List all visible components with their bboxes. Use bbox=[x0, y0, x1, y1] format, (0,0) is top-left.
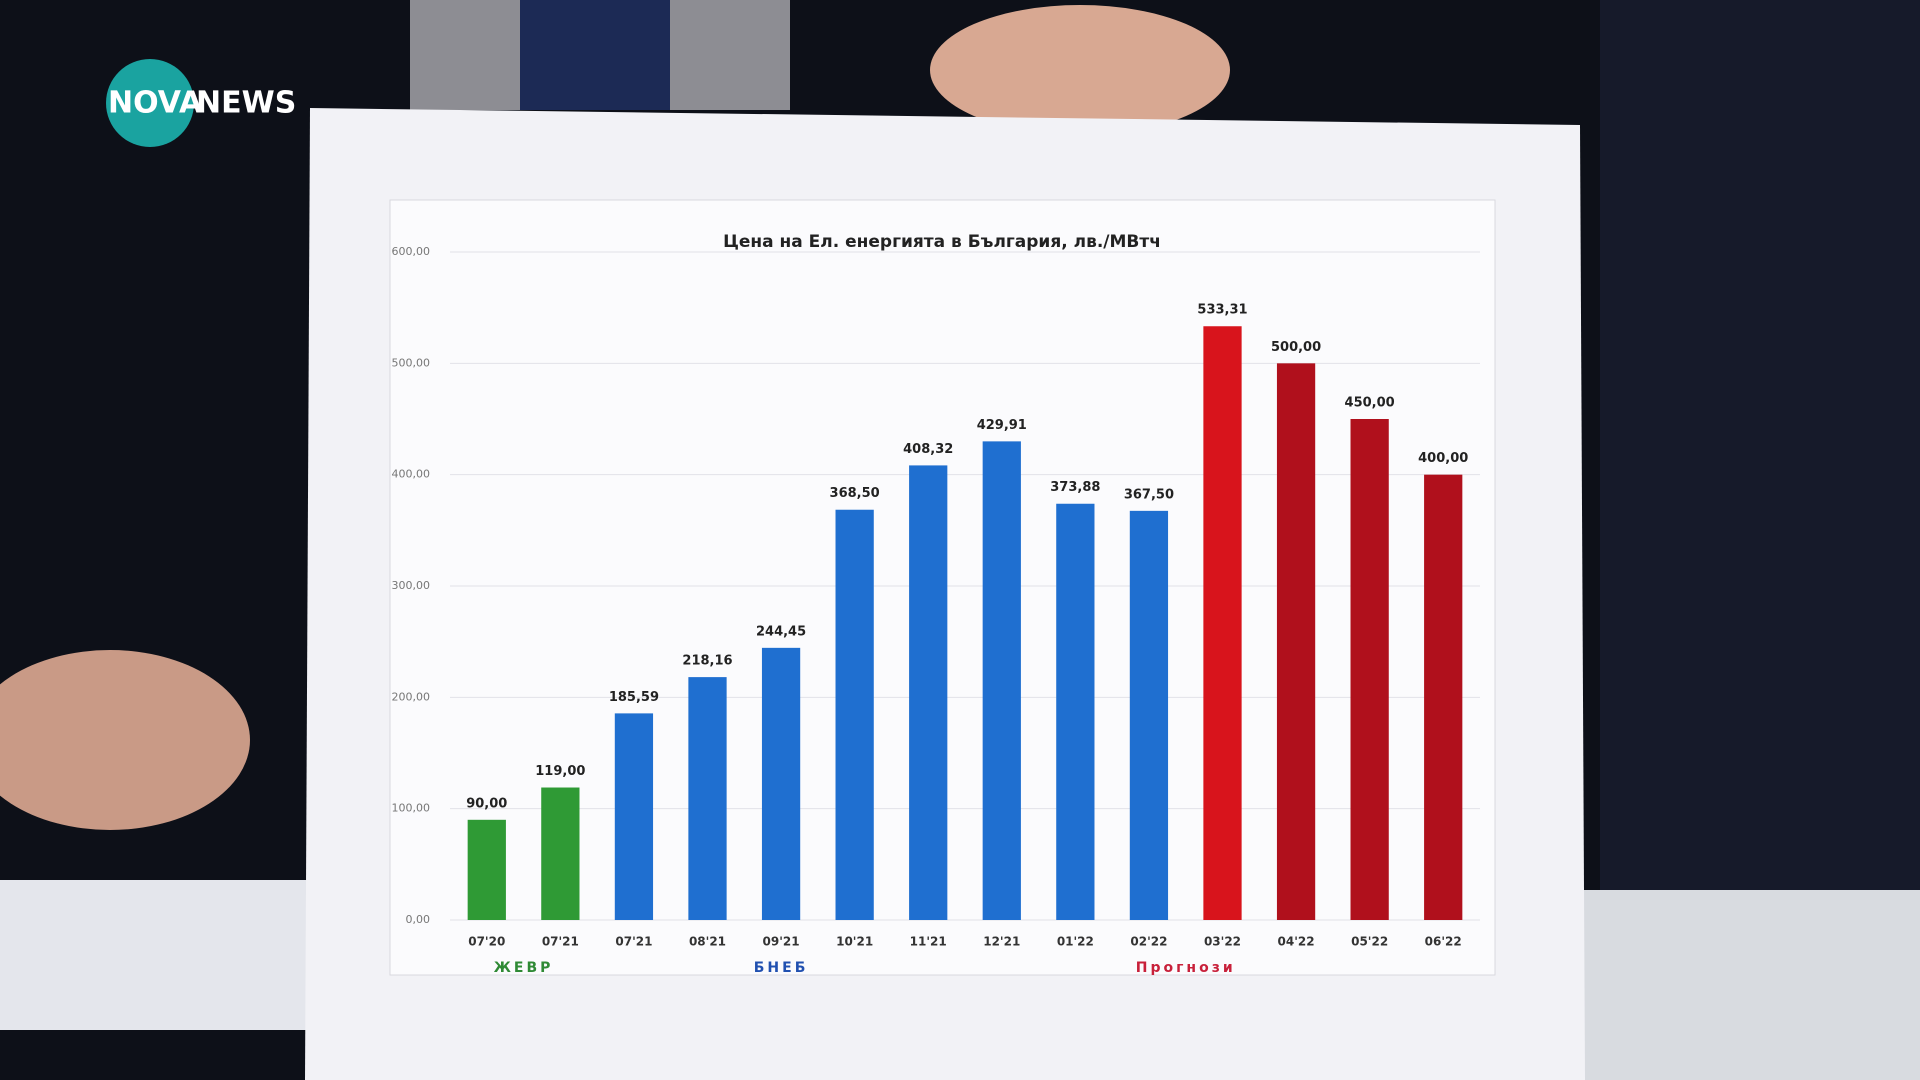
bar bbox=[614, 713, 654, 920]
value-label: 500,00 bbox=[1271, 340, 1321, 355]
papers bbox=[0, 880, 310, 1030]
bar bbox=[1203, 326, 1242, 921]
value-label: 400,00 bbox=[1418, 451, 1468, 466]
suit bbox=[1600, 0, 1920, 900]
y-tick-label: 300,00 bbox=[392, 579, 431, 592]
x-tick-label: 11'21 bbox=[910, 935, 947, 949]
logo: NOVA NEWS bbox=[106, 59, 296, 147]
value-label: 408,32 bbox=[903, 442, 953, 457]
group-label: Прогнози bbox=[1136, 960, 1236, 976]
bar bbox=[688, 677, 727, 920]
value-label: 119,00 bbox=[535, 764, 585, 779]
x-tick-label: 06'22 bbox=[1425, 935, 1462, 949]
bar bbox=[835, 509, 874, 920]
bar bbox=[1129, 510, 1169, 920]
x-tick-label: 07'21 bbox=[542, 935, 579, 949]
group-label: БНЕБ bbox=[754, 960, 809, 976]
bar bbox=[982, 441, 1021, 920]
value-label: 185,59 bbox=[609, 690, 659, 705]
x-tick-label: 04'22 bbox=[1278, 935, 1315, 949]
chart: Цена на Ел. енергията в България, лв./МВ… bbox=[392, 232, 1480, 976]
hand bbox=[930, 5, 1230, 135]
value-label: 429,91 bbox=[977, 418, 1027, 433]
value-label: 373,88 bbox=[1050, 480, 1100, 495]
x-tick-label: 05'22 bbox=[1351, 935, 1388, 949]
bar bbox=[761, 647, 801, 920]
group-label: ЖЕВР bbox=[494, 960, 554, 976]
bar bbox=[1056, 503, 1095, 920]
value-label: 450,00 bbox=[1345, 396, 1395, 411]
logo-circle bbox=[106, 59, 194, 147]
bar bbox=[1424, 474, 1463, 920]
value-label: 533,31 bbox=[1197, 303, 1247, 318]
x-tick-label: 08'21 bbox=[689, 935, 726, 949]
x-tick-label: 02'22 bbox=[1130, 935, 1167, 949]
value-label: 368,50 bbox=[830, 486, 880, 501]
bar bbox=[467, 819, 506, 920]
y-tick-label: 200,00 bbox=[392, 690, 431, 703]
x-tick-label: 07'20 bbox=[468, 935, 505, 949]
bar bbox=[541, 787, 580, 920]
value-label: 90,00 bbox=[466, 796, 507, 811]
chart-title: Цена на Ел. енергията в България, лв./МВ… bbox=[723, 232, 1161, 252]
x-tick-label: 03'22 bbox=[1204, 935, 1241, 949]
y-tick-label: 600,00 bbox=[392, 245, 431, 258]
hand bbox=[0, 650, 250, 830]
value-label: 244,45 bbox=[756, 624, 806, 639]
x-tick-label: 09'21 bbox=[763, 935, 800, 949]
value-label: 218,16 bbox=[682, 654, 732, 669]
logo-text: NEWS bbox=[196, 86, 296, 121]
x-tick-label: 10'21 bbox=[836, 935, 873, 949]
y-tick-label: 0,00 bbox=[406, 913, 431, 926]
y-tick-label: 400,00 bbox=[392, 468, 431, 481]
logo-text: NOVA bbox=[108, 86, 203, 121]
y-tick-label: 100,00 bbox=[392, 802, 431, 815]
desk bbox=[1580, 890, 1920, 1080]
x-tick-label: 07'21 bbox=[615, 935, 652, 949]
y-tick-label: 500,00 bbox=[392, 356, 431, 369]
x-tick-label: 01'22 bbox=[1057, 935, 1094, 949]
bar bbox=[1276, 363, 1316, 920]
value-label: 367,50 bbox=[1124, 487, 1174, 502]
bar bbox=[1350, 419, 1389, 920]
bar bbox=[909, 465, 948, 920]
x-tick-label: 12'21 bbox=[983, 935, 1020, 949]
tie bbox=[520, 0, 670, 110]
